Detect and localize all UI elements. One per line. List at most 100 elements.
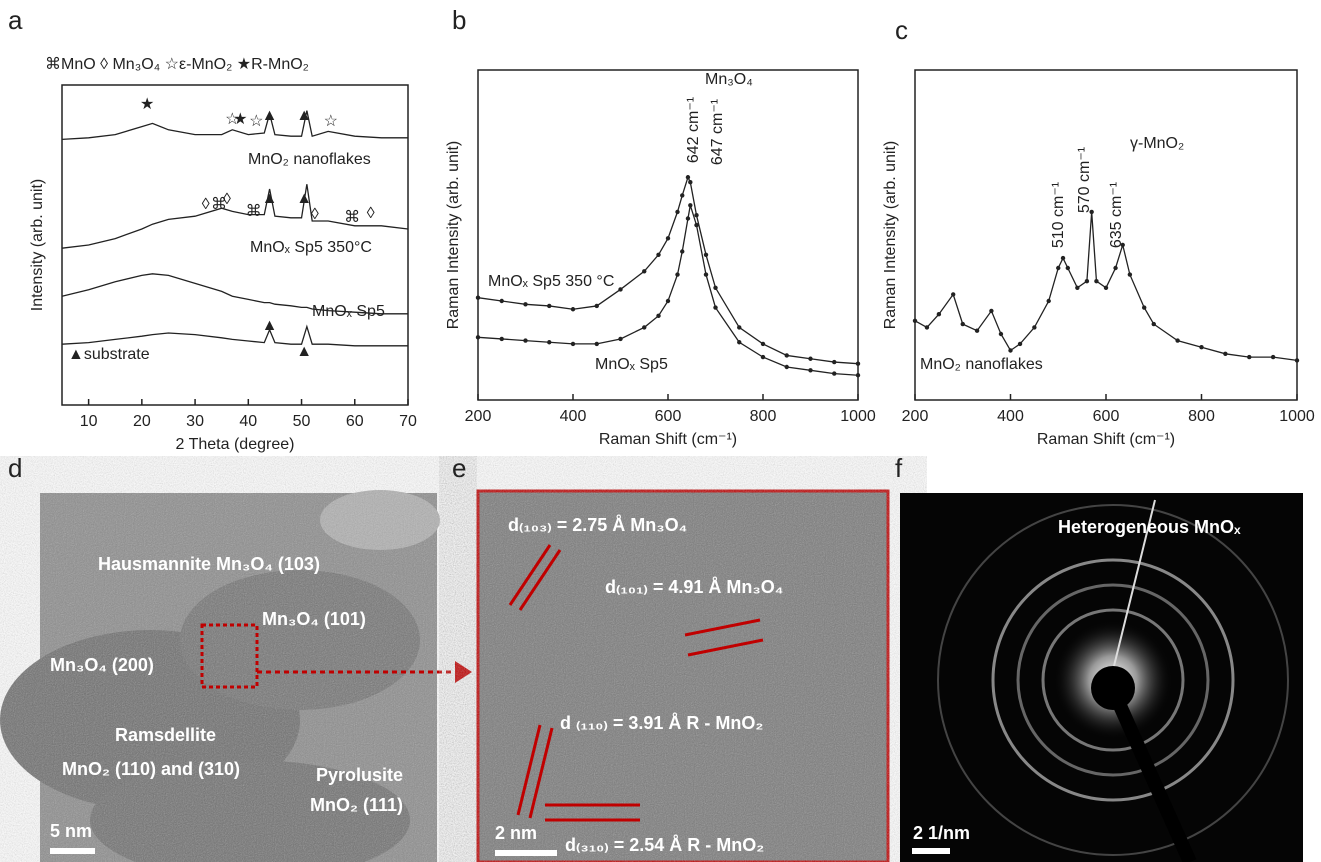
data-point <box>855 361 861 366</box>
series-line <box>61 273 408 315</box>
data-point <box>685 216 691 221</box>
series-line <box>61 324 408 347</box>
annotation: γ-MnO₂ <box>1130 135 1184 152</box>
data-point <box>784 364 789 370</box>
data-point <box>1223 351 1228 356</box>
data-point <box>1270 354 1276 360</box>
data-point <box>1056 265 1061 271</box>
data-point <box>570 307 576 312</box>
data-point <box>618 336 623 342</box>
x-axis-label: 2 Theta (degree) <box>176 436 295 453</box>
x-tick-label: 400 <box>560 408 587 425</box>
series-label: MnO₂ nanoflakes <box>248 151 371 168</box>
data-point <box>974 328 980 333</box>
data-point <box>523 338 528 343</box>
data-point <box>760 341 766 347</box>
x-tick-label: 60 <box>346 413 364 430</box>
data-point <box>1060 255 1066 261</box>
annotation: 642 cm⁻¹ <box>685 97 702 163</box>
data-point <box>1075 285 1080 290</box>
data-point <box>760 354 766 360</box>
data-point <box>675 272 680 277</box>
data-point <box>685 175 691 180</box>
image-annotation: 2 nm <box>495 823 537 843</box>
annotation: 647 cm⁻¹ <box>709 99 726 165</box>
y-axis-label: Intensity (arb. unit) <box>29 179 46 312</box>
data-point <box>703 272 709 277</box>
data-point <box>656 252 661 257</box>
annotation: 635 cm⁻¹ <box>1108 182 1125 248</box>
data-point <box>1032 325 1037 330</box>
peak-marker: ▲ <box>296 190 312 207</box>
peak-marker: ☆ <box>225 111 239 128</box>
y-axis-label: Raman Intensity (arb. unit) <box>445 141 462 330</box>
image-annotation: MnO₂ (110) and (310) <box>62 759 240 779</box>
x-tick-label: 200 <box>465 408 492 425</box>
x-tick-label: 800 <box>750 408 777 425</box>
image-annotation: d ₍₁₁₀₎ = 3.91 Å R - MnO₂ <box>560 713 763 733</box>
data-point <box>1151 321 1156 327</box>
image-annotation: Mn₃O₄ (200) <box>50 655 154 675</box>
plot-frame <box>914 69 1298 401</box>
x-tick-label: 20 <box>133 413 151 430</box>
series-label: MnOₓ Sp5 350°C <box>250 239 372 256</box>
panel-label: d <box>8 453 22 483</box>
peak-marker: ⌘ <box>344 209 360 226</box>
data-point <box>475 295 481 300</box>
data-point <box>936 312 942 317</box>
x-tick-label: 1000 <box>1279 408 1315 425</box>
peak-marker: ⌘ <box>246 203 262 220</box>
x-tick-label: 600 <box>1093 408 1120 425</box>
image-annotation: 2 1/nm <box>913 823 970 843</box>
panel-label: f <box>895 453 903 483</box>
annotation: 510 cm⁻¹ <box>1050 182 1067 248</box>
peak-marker: ▲ <box>296 107 312 124</box>
x-tick-label: 50 <box>293 413 311 430</box>
data-point <box>960 321 965 327</box>
image-annotation: d₍₁₀₁₎ = 4.91 Å Mn₃O₄ <box>605 577 783 597</box>
data-point <box>1065 265 1071 271</box>
peak-marker: ◊ <box>202 196 210 213</box>
data-point <box>680 193 685 198</box>
panel-label: c <box>895 15 908 45</box>
image-annotation: MnO₂ (111) <box>310 795 403 815</box>
data-point <box>688 203 693 208</box>
legend: ⌘MnO ◊ Mn₃O₄ ☆ε-MnO₂ ★R-MnO₂ <box>45 56 309 73</box>
data-point <box>989 308 994 314</box>
data-point <box>1120 242 1125 248</box>
series-line <box>477 175 859 365</box>
data-point <box>499 298 504 304</box>
data-point <box>912 318 918 323</box>
data-point <box>808 368 813 373</box>
data-point <box>832 371 837 376</box>
x-tick-label: 400 <box>997 408 1024 425</box>
x-axis-label: Raman Shift (cm⁻¹) <box>599 431 737 448</box>
data-point <box>737 325 742 330</box>
image-annotation: 5 nm <box>50 821 92 841</box>
data-point <box>1142 305 1147 310</box>
data-point <box>1294 358 1300 363</box>
data-point <box>1017 341 1023 347</box>
peak-marker: ☆ <box>324 113 338 130</box>
x-tick-label: 10 <box>80 413 98 430</box>
data-point <box>1089 209 1094 215</box>
series-label: MnOₓ Sp5 350 °C <box>488 273 614 290</box>
data-point <box>1084 279 1090 284</box>
series-label: MnO₂ nanoflakes <box>920 356 1043 373</box>
x-tick-label: 600 <box>655 408 682 425</box>
series-line <box>477 205 859 376</box>
data-point <box>665 298 671 304</box>
data-point <box>713 285 718 290</box>
data-point <box>523 302 528 307</box>
data-point <box>570 341 576 347</box>
saed-image-f <box>900 493 1303 862</box>
data-point <box>665 236 671 241</box>
data-point <box>784 353 789 358</box>
data-point <box>1046 298 1051 304</box>
image-annotation: Pyrolusite <box>316 765 403 785</box>
data-point <box>594 303 599 309</box>
peak-marker: ▲ <box>262 107 278 124</box>
data-point <box>656 313 661 319</box>
x-tick-label: 1000 <box>840 408 876 425</box>
data-point <box>675 209 680 215</box>
